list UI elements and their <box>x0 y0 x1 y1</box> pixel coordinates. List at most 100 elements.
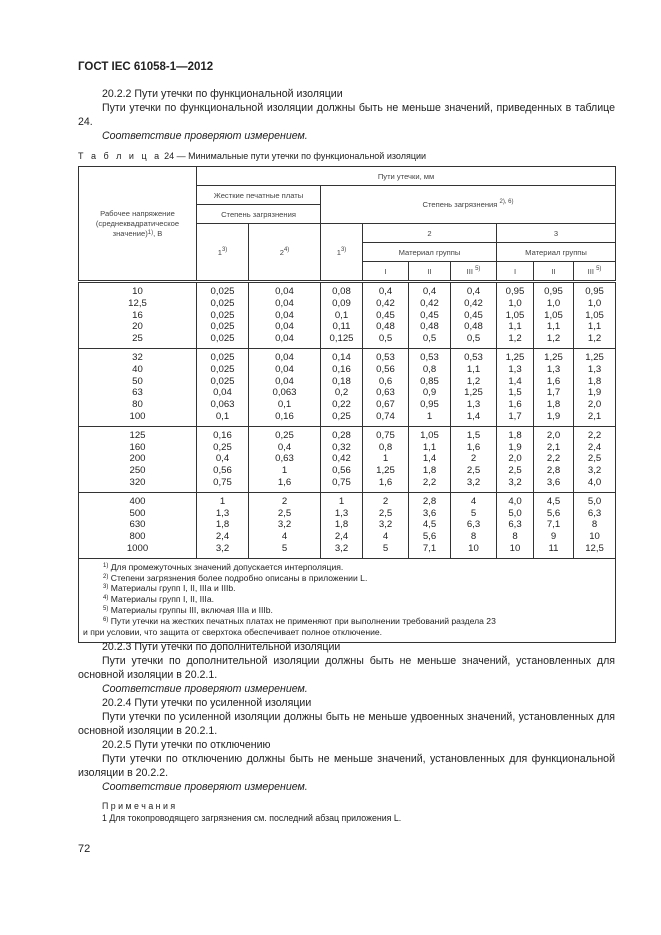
creepage-value: 1,0 <box>546 297 561 309</box>
creepage-value: 0,42 <box>420 297 439 309</box>
notes-heading: П р и м е ч а н и я <box>102 801 176 811</box>
header-pd1-pcb: 13) <box>196 223 249 282</box>
value-cell: 0,28 0,32 0,42 0,56 0,75 <box>320 425 363 493</box>
creepage-value: 3,2 <box>378 519 393 531</box>
creepage-value: 10 <box>509 542 521 554</box>
value-cell: 1,05 1,1 1,4 1,8 2,2 <box>408 425 451 493</box>
creepage-value: 0,063 <box>272 387 297 399</box>
creepage-value: 3,2 <box>215 542 230 554</box>
compliance-note: Соответствие проверяют измерением. <box>102 781 308 793</box>
creepage-value: 1,1 <box>422 441 437 453</box>
voltage-value: 500 <box>129 507 146 519</box>
creepage-value: 2,5 <box>508 465 522 477</box>
paragraph: Пути утечки по усиленной изоляции должны… <box>78 711 615 738</box>
value-cell: 5,0 6,3 8 10 12,5 <box>572 491 617 559</box>
creepage-value: 0,4 <box>378 286 393 297</box>
creepage-value: 0,8 <box>422 363 437 375</box>
creepage-value: 10 <box>589 531 600 543</box>
creepage-value: 0,6 <box>378 375 393 387</box>
voltage-value: 200 <box>129 453 146 465</box>
creepage-value: 2,0 <box>587 399 602 411</box>
creepage-value: 6,3 <box>587 507 602 519</box>
creepage-value: 0,48 <box>420 321 439 333</box>
creepage-value: 10 <box>468 542 479 554</box>
creepage-value: 0,04 <box>275 375 294 387</box>
value-cell: 1 1,3 1,8 2,4 3,2 <box>196 491 249 559</box>
creepage-value: 0,2 <box>334 387 349 399</box>
caption-text: 24 — Минимальные пути утечки по функцион… <box>164 151 427 161</box>
value-cell: 2,0 2,1 2,2 2,8 3,6 <box>533 425 574 493</box>
creepage-value: 4 <box>382 531 389 543</box>
table-row-group: 400 500 630 800 1000 1 1,3 1,8 2,4 3,2 2 2,5 3,2 4 5 1 1… <box>78 491 617 559</box>
header-pollution-degree-right: Степень загрязнения 2), 6) <box>319 185 617 224</box>
creepage-value: 1,8 <box>587 375 602 387</box>
value-cell: 0,75 0,8 1 1,25 1,6 <box>362 425 409 493</box>
creepage-value: 1,8 <box>422 465 437 477</box>
creepage-value: 1,6 <box>466 441 481 453</box>
value-cell: 0,53 1,1 1,2 1,25 1,3 1,4 <box>450 347 497 427</box>
footnote: 3) Материалы групп I, II, IIIa и IIIb. <box>103 583 236 594</box>
creepage-value: 0,45 <box>464 309 483 321</box>
value-cell: 1,25 1,3 1,4 1,5 1,6 1,7 <box>496 347 534 427</box>
creepage-value: 0,63 <box>275 453 294 465</box>
value-cell: 0,95 1,0 1,05 1,1 1,2 <box>533 280 574 349</box>
header-rigid-pcb: Жесткие печатные платы <box>196 185 321 205</box>
creepage-value: 2,4 <box>334 531 349 543</box>
header-material-group-pd2: Материал группы <box>362 242 497 262</box>
creepage-value: 2,4 <box>587 441 602 453</box>
creepage-value: 1,0 <box>587 297 602 309</box>
creepage-value: 3,6 <box>546 476 561 488</box>
creepage-value: 1,05 <box>544 309 563 321</box>
header-material-group-III: III 5) <box>450 261 497 282</box>
creepage-value: 1,3 <box>587 363 602 375</box>
creepage-value: 2,1 <box>546 441 561 453</box>
creepage-value: 5 <box>281 542 288 554</box>
creepage-value: 1,3 <box>546 363 561 375</box>
creepage-value: 0,95 <box>420 399 439 411</box>
value-cell: 0,16 0,25 0,4 0,56 0,75 <box>196 425 249 493</box>
creepage-value: 0,4 <box>215 453 230 465</box>
creepage-value: 1,7 <box>508 410 522 422</box>
creepage-value: 8 <box>591 519 598 531</box>
creepage-value: 3,6 <box>422 507 437 519</box>
creepage-value: 0,75 <box>332 476 351 488</box>
creepage-value: 1 <box>281 465 288 477</box>
note-item: 1 Для токопроводящего загрязнения см. по… <box>102 813 402 823</box>
creepage-value: 1 <box>382 453 389 465</box>
creepage-value: 5,0 <box>508 507 522 519</box>
voltage-value: 1000 <box>126 542 149 554</box>
creepage-value: 0,95 <box>505 286 525 297</box>
creepage-value: 2,2 <box>587 429 602 441</box>
creepage-value: 1,1 <box>466 363 481 375</box>
creepage-value: 4,5 <box>546 495 561 507</box>
value-cell: 2 2,5 3,2 4 5 <box>248 491 321 559</box>
section-title: 20.2.4 Пути утечки по усиленной изоляции <box>102 697 312 709</box>
creepage-value: 6,3 <box>508 519 522 531</box>
creepage-value: 1,9 <box>587 387 602 399</box>
creepage-value: 0,85 <box>420 375 439 387</box>
voltage-value: 25 <box>132 333 143 345</box>
value-cell: 0,14 0,16 0,18 0,2 0,22 0,25 <box>320 347 363 427</box>
header-material-group-III: III 5) <box>572 261 617 282</box>
creepage-value: 0,5 <box>378 333 393 345</box>
paragraph: Пути утечки по функциональной изоляции д… <box>78 102 615 129</box>
creepage-table: Рабочее напряжение (среднеквадратическое… <box>77 166 617 644</box>
creepage-value: 0,025 <box>210 321 235 333</box>
creepage-value: 1,2 <box>546 333 561 345</box>
creepage-value: 5,0 <box>587 495 602 507</box>
voltage-cell: 10 12,5 16 20 25 <box>78 280 197 349</box>
creepage-value: 0,42 <box>464 297 483 309</box>
creepage-value: 0,56 <box>213 465 232 477</box>
voltage-cell: 400 500 630 800 1000 <box>78 491 197 559</box>
header-material-group-I: I <box>362 261 409 282</box>
creepage-value: 0,16 <box>332 363 351 375</box>
creepage-value: 0,5 <box>466 333 481 345</box>
creepage-value: 1,1 <box>508 321 522 333</box>
creepage-value: 0,08 <box>332 286 351 297</box>
value-cell: 4,0 5,0 6,3 8 10 <box>496 491 534 559</box>
creepage-value: 0,25 <box>213 441 232 453</box>
creepage-value: 0,025 <box>210 375 235 387</box>
value-cell: 2 2,5 3,2 4 5 <box>362 491 409 559</box>
creepage-value: 0,11 <box>332 321 351 333</box>
voltage-value: 10 <box>132 286 143 297</box>
